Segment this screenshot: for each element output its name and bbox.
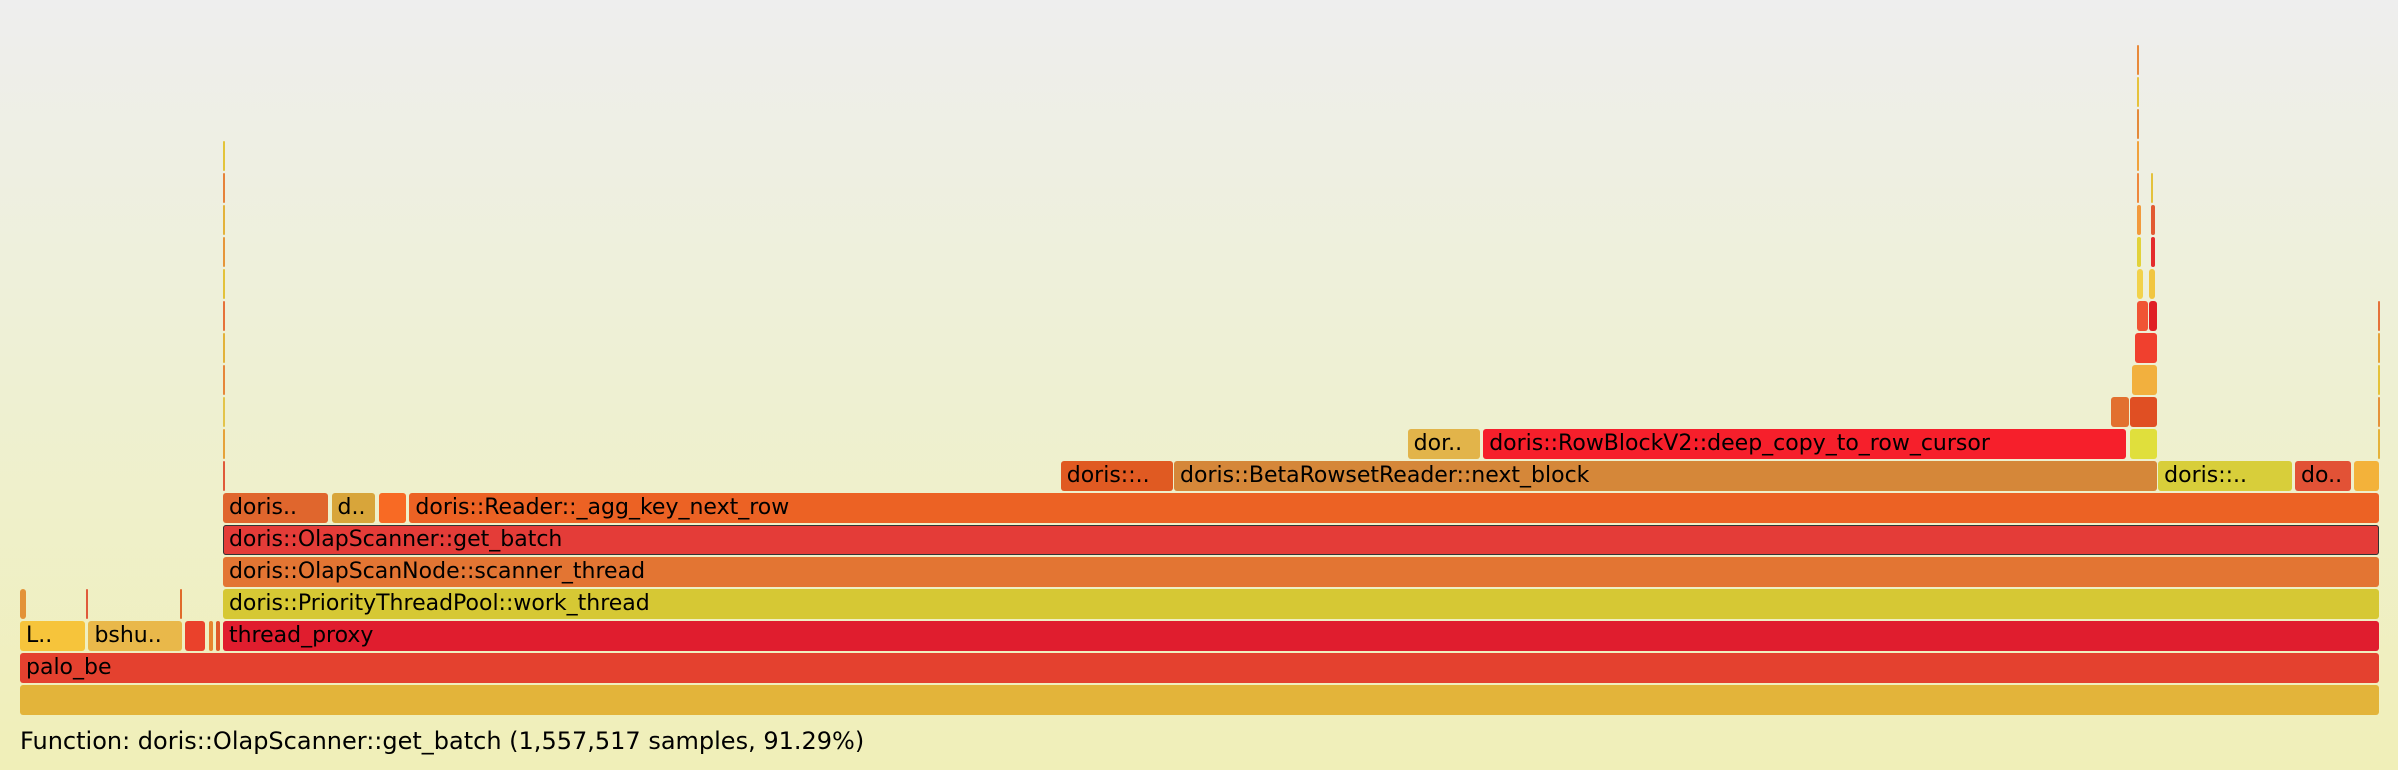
frame-40[interactable] <box>2136 141 2139 171</box>
frame-50[interactable] <box>222 269 225 299</box>
frame-thread-proxy[interactable]: thread_proxy <box>222 621 2379 651</box>
frame-51[interactable] <box>222 237 225 267</box>
frame-45[interactable] <box>222 429 225 459</box>
frame-16[interactable] <box>378 493 407 523</box>
frame-doris[interactable]: doris::.. <box>2158 461 2292 491</box>
frame-32[interactable] <box>2136 269 2143 299</box>
frame-27[interactable] <box>2129 397 2158 427</box>
frame-55[interactable] <box>2377 429 2380 459</box>
frame-d[interactable]: d.. <box>331 493 376 523</box>
frame-36[interactable] <box>2136 205 2141 235</box>
frame-bshu[interactable]: bshu.. <box>88 621 182 651</box>
frame-9[interactable] <box>86 589 89 619</box>
frame-34[interactable] <box>2136 237 2141 267</box>
frame-doris-prioritythreadpool-work-thread[interactable]: doris::PriorityThreadPool::work_thread <box>222 589 2379 619</box>
frame-31[interactable] <box>2148 301 2158 331</box>
frame-42[interactable] <box>2136 77 2139 107</box>
frame-33[interactable] <box>2148 269 2155 299</box>
frame-doris[interactable]: doris.. <box>222 493 329 523</box>
frame-doris-olapscannode-scanner-thread[interactable]: doris::OlapScanNode::scanner_thread <box>222 557 2379 587</box>
status-detail: (1,557,517 samples, 91.29%) <box>501 727 865 755</box>
frame-47[interactable] <box>222 365 225 395</box>
frame-49[interactable] <box>222 301 225 331</box>
frame-8[interactable] <box>20 589 27 619</box>
frame-53[interactable] <box>222 173 225 203</box>
status-prefix: Function: <box>20 727 138 755</box>
status-function-name: doris::OlapScanner::get_batch <box>137 727 502 755</box>
frame-39[interactable] <box>2151 173 2154 203</box>
frame-37[interactable] <box>2151 205 2155 235</box>
frame-doris[interactable]: doris::.. <box>1060 461 1174 491</box>
frame-44[interactable] <box>222 461 225 491</box>
frame-57[interactable] <box>2377 365 2380 395</box>
frame-48[interactable] <box>222 333 225 363</box>
frame-46[interactable] <box>222 397 225 427</box>
flame-graph: palo_be L.. bshu.. thread_proxy doris::Prior… <box>20 45 2380 715</box>
frame-6[interactable] <box>215 621 220 651</box>
frame-10[interactable] <box>180 589 183 619</box>
frame-26[interactable] <box>2110 397 2129 427</box>
frame-56[interactable] <box>2377 397 2380 427</box>
frame-doris-reader-agg-key-next-row[interactable]: doris::Reader::_agg_key_next_row <box>409 493 2379 523</box>
frame-5[interactable] <box>208 621 213 651</box>
frame-43[interactable] <box>2136 45 2139 75</box>
frame-4[interactable] <box>185 621 206 651</box>
frame-dor[interactable]: dor.. <box>1407 429 1480 459</box>
frame-doris-rowblockv2-deep-copy-to-row-cursor[interactable]: doris::RowBlockV2::deep_copy_to_row_curs… <box>1483 429 2127 459</box>
frame-do[interactable]: do.. <box>2295 461 2351 491</box>
frame-38[interactable] <box>2136 173 2139 203</box>
frame-28[interactable] <box>2132 365 2158 395</box>
frame-29[interactable] <box>2134 333 2158 363</box>
frame-palo-be[interactable]: palo_be <box>20 653 2379 683</box>
frame-l[interactable]: L.. <box>20 621 86 651</box>
frame-58[interactable] <box>2377 333 2380 363</box>
frame-35[interactable] <box>2151 237 2155 267</box>
frame-doris-betarowsetreader-next-block[interactable]: doris::BetaRowsetReader::next_block <box>1174 461 2158 491</box>
frame-54[interactable] <box>222 141 225 171</box>
frame-doris-olapscanner-get-batch[interactable]: doris::OlapScanner::get_batch <box>222 525 2379 555</box>
frame-0[interactable] <box>20 685 2379 715</box>
frame-52[interactable] <box>222 205 225 235</box>
frame-22[interactable] <box>2354 461 2379 491</box>
frame-25[interactable] <box>2129 429 2158 459</box>
frame-30[interactable] <box>2136 301 2148 331</box>
status-bar: Function: doris::OlapScanner::get_batch … <box>20 726 864 756</box>
frame-59[interactable] <box>2377 301 2380 331</box>
frame-41[interactable] <box>2136 109 2139 139</box>
